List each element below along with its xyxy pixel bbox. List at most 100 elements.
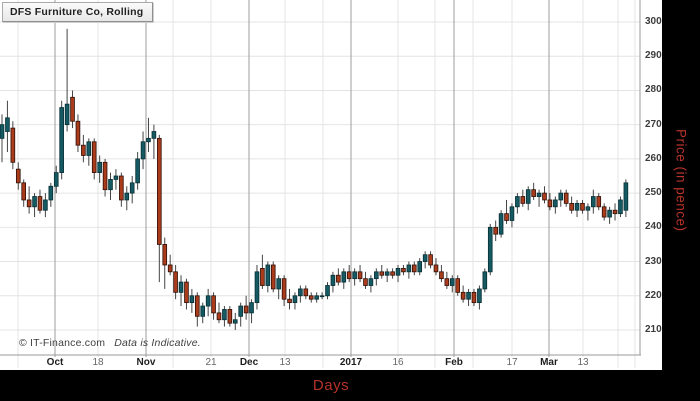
candle-down	[455, 278, 460, 293]
y-axis-title-strip: Price (in pence)	[662, 0, 700, 401]
attribution: © IT-Finance.com Data is Indicative.	[19, 337, 201, 349]
series-legend[interactable]: DFS Furniture Co, Rolling	[2, 2, 154, 22]
candle-up	[536, 192, 542, 197]
candle-up	[108, 179, 113, 191]
candle-down	[75, 120, 81, 146]
candle-down	[243, 305, 249, 314]
candle-up	[32, 196, 37, 208]
candle-up	[607, 209, 612, 218]
candle-down	[167, 264, 173, 273]
candle-up	[422, 254, 428, 262]
candle-up	[591, 196, 596, 208]
candle-up	[86, 141, 92, 156]
candle-down	[102, 161, 108, 191]
candle-up	[140, 141, 146, 160]
candle-down	[520, 196, 526, 204]
candle-up	[59, 107, 64, 173]
candlestick-plot[interactable]	[0, 0, 662, 370]
candle-up	[53, 172, 59, 187]
candle-down	[303, 288, 309, 297]
candle-up	[178, 281, 184, 293]
candle-down	[493, 226, 498, 235]
price-chart[interactable]: 210 220 230 240 250 260 270 280 290 300 Oct 18 Nov 21…	[0, 0, 662, 370]
candle-up	[265, 264, 271, 286]
candle-up	[135, 158, 140, 184]
candle-down	[433, 264, 439, 273]
candle-up	[314, 295, 319, 300]
candle-up	[43, 199, 48, 211]
candle-down	[184, 281, 189, 304]
candle-up	[124, 192, 130, 201]
candle-down	[81, 144, 86, 156]
candle-up	[352, 271, 357, 280]
candle-down	[173, 271, 178, 293]
candle-down	[444, 278, 450, 286]
candle-down	[428, 254, 433, 266]
candle-up	[574, 202, 580, 211]
candle-down	[471, 291, 477, 304]
candle-up	[129, 182, 135, 194]
candle-down	[580, 202, 585, 211]
candle-down	[227, 309, 233, 324]
candle-down	[287, 298, 292, 304]
candle-down	[460, 291, 466, 300]
candle-down	[162, 244, 168, 266]
candle-up	[249, 302, 254, 314]
candle-up	[0, 124, 5, 139]
candle-down	[157, 137, 162, 245]
candle-down	[569, 202, 574, 211]
candle-up	[48, 185, 54, 201]
candle-up	[64, 103, 70, 126]
candle-down	[563, 192, 569, 204]
candle-up	[525, 189, 531, 204]
candle-up	[509, 206, 515, 221]
candle-up	[417, 261, 423, 273]
candle-up	[368, 278, 374, 286]
candle-down	[411, 264, 417, 273]
candle-up	[395, 267, 401, 276]
candle-up	[276, 278, 281, 290]
candle-up	[477, 288, 482, 304]
candle-down	[194, 295, 200, 317]
candle-down	[346, 271, 352, 280]
candle-down	[601, 206, 607, 218]
candle-down	[281, 278, 287, 300]
candle-down	[15, 168, 21, 184]
candle-down	[26, 199, 32, 208]
candle-up	[151, 131, 157, 139]
candle-up	[238, 305, 244, 317]
candle-up	[325, 285, 330, 297]
candle-up	[330, 274, 336, 286]
candle-down	[542, 192, 547, 201]
candle-up	[200, 305, 206, 317]
candle-down	[357, 271, 363, 280]
candle-down	[216, 312, 222, 321]
y-axis-title: Price (in pence)	[673, 129, 689, 232]
candle-down	[531, 189, 536, 197]
candle-up	[384, 271, 390, 276]
candle-down	[596, 196, 602, 208]
candle-up	[205, 295, 211, 307]
series-legend-label: DFS Furniture Co, Rolling	[10, 6, 144, 18]
candle-up	[406, 264, 412, 273]
candle-down	[390, 271, 395, 276]
candle-down	[439, 271, 444, 280]
candle-down	[91, 141, 97, 173]
candle-up	[466, 291, 471, 300]
candle-down	[21, 182, 26, 201]
candle-up	[189, 295, 195, 304]
attribution-note: Data is Indicative.	[114, 337, 201, 349]
x-axis-title: Days	[312, 377, 350, 394]
candle-down	[37, 196, 43, 211]
candle-up	[558, 192, 564, 201]
x-axis-title-strip: Days	[0, 370, 662, 401]
candle-up	[292, 295, 298, 304]
candle-up	[498, 213, 504, 235]
candle-up	[482, 271, 488, 290]
candle-down	[363, 278, 368, 286]
candle-down	[260, 267, 265, 286]
candle-up	[618, 199, 623, 215]
candle-up	[146, 137, 151, 143]
candle-down	[308, 295, 314, 300]
